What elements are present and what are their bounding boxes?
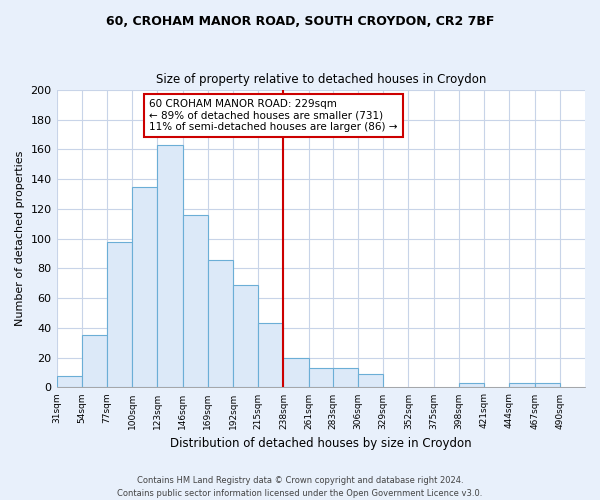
Bar [258,324,283,388]
Text: 60, CROHAM MANOR ROAD, SOUTH CROYDON, CR2 7BF: 60, CROHAM MANOR ROAD, SOUTH CROYDON, CR… [106,15,494,28]
Bar [459,383,484,388]
Text: Contains HM Land Registry data © Crown copyright and database right 2024.
Contai: Contains HM Land Registry data © Crown c… [118,476,482,498]
Y-axis label: Number of detached properties: Number of detached properties [15,151,25,326]
Bar [82,336,107,388]
Bar [509,383,535,388]
X-axis label: Distribution of detached houses by size in Croydon: Distribution of detached houses by size … [170,437,472,450]
Bar [132,186,157,388]
Bar [208,260,233,388]
Bar [283,358,309,388]
Bar [535,383,560,388]
Bar [358,374,383,388]
Bar [157,145,182,388]
Bar [56,376,82,388]
Bar [333,368,358,388]
Bar [182,215,208,388]
Bar [107,242,132,388]
Bar [309,368,334,388]
Text: 60 CROHAM MANOR ROAD: 229sqm
← 89% of detached houses are smaller (731)
11% of s: 60 CROHAM MANOR ROAD: 229sqm ← 89% of de… [149,99,398,132]
Bar [233,285,258,388]
Title: Size of property relative to detached houses in Croydon: Size of property relative to detached ho… [155,73,486,86]
